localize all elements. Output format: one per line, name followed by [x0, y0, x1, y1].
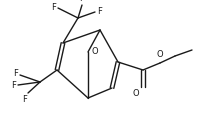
Text: F: F: [97, 7, 102, 15]
Text: F: F: [80, 0, 84, 3]
Text: F: F: [11, 81, 16, 89]
Text: F: F: [51, 2, 56, 12]
Text: F: F: [22, 95, 27, 104]
Text: F: F: [13, 70, 18, 78]
Text: O: O: [92, 47, 99, 56]
Text: O: O: [157, 50, 163, 59]
Text: O: O: [132, 89, 139, 98]
